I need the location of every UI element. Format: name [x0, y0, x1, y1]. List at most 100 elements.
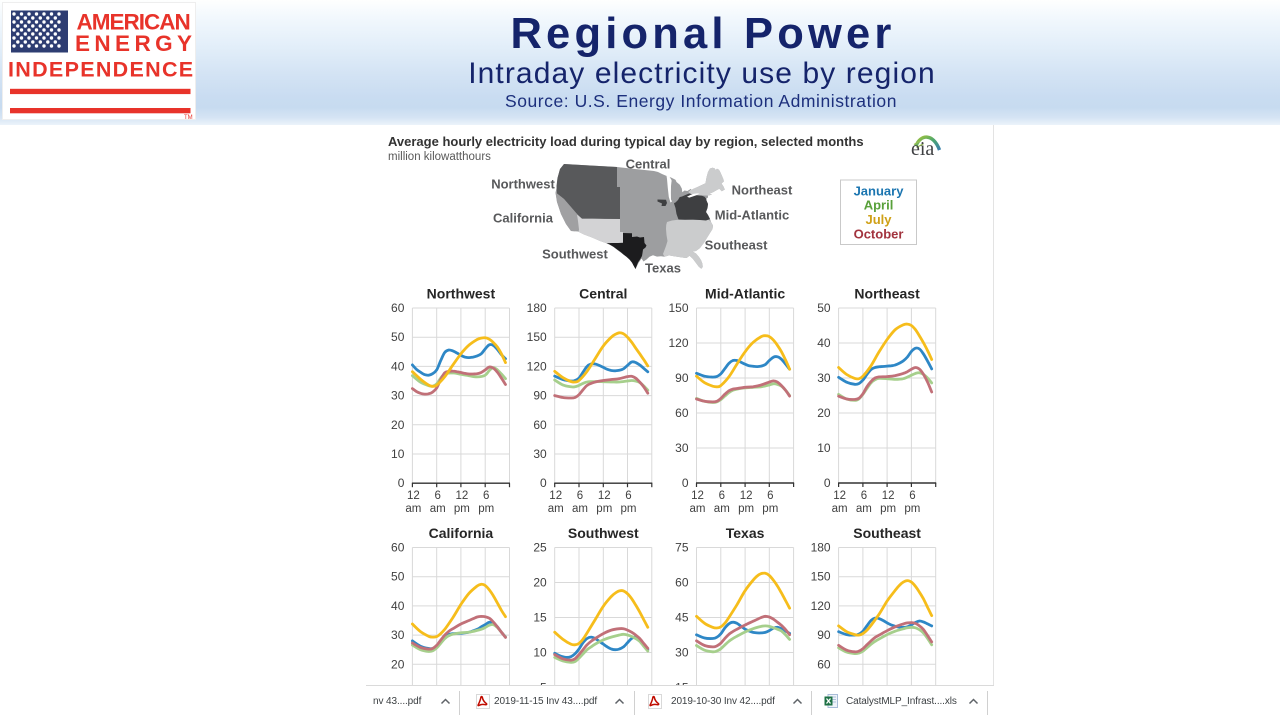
svg-text:10: 10	[391, 447, 405, 461]
svg-text:6: 6	[577, 490, 583, 502]
svg-text:60: 60	[391, 541, 405, 555]
svg-text:6: 6	[909, 490, 915, 502]
svg-text:am: am	[856, 503, 872, 515]
svg-text:180: 180	[527, 301, 547, 315]
svg-text:October: October	[854, 227, 904, 242]
svg-text:60: 60	[675, 576, 689, 590]
svg-text:12: 12	[407, 490, 420, 502]
svg-text:Average hourly electricity loa: Average hourly electricity load during t…	[388, 134, 864, 149]
svg-text:Northeast: Northeast	[732, 183, 793, 198]
svg-text:50: 50	[391, 570, 405, 584]
svg-text:pm: pm	[738, 503, 754, 515]
svg-text:25: 25	[533, 541, 547, 555]
svg-text:150: 150	[527, 330, 547, 344]
svg-text:20: 20	[817, 406, 831, 420]
svg-text:pm: pm	[880, 503, 896, 515]
svg-text:20: 20	[391, 657, 405, 671]
svg-text:20: 20	[391, 418, 405, 432]
svg-text:30: 30	[675, 441, 689, 455]
svg-text:60: 60	[533, 418, 547, 432]
svg-text:0: 0	[398, 476, 405, 490]
svg-text:30: 30	[817, 371, 831, 385]
svg-text:Northwest: Northwest	[427, 286, 496, 302]
svg-text:60: 60	[817, 657, 831, 671]
svg-text:6: 6	[719, 490, 725, 502]
svg-text:40: 40	[817, 336, 831, 350]
svg-text:40: 40	[391, 359, 405, 373]
svg-text:60: 60	[391, 301, 405, 315]
svg-text:am: am	[548, 503, 564, 515]
svg-text:January: January	[854, 184, 905, 199]
svg-text:Northwest: Northwest	[491, 177, 555, 192]
svg-text:6: 6	[483, 490, 489, 502]
svg-text:Southeast: Southeast	[853, 525, 921, 541]
svg-text:Southeast: Southeast	[705, 238, 769, 253]
svg-text:10: 10	[533, 646, 547, 660]
svg-text:120: 120	[811, 599, 831, 613]
svg-text:California: California	[429, 525, 494, 541]
svg-text:12: 12	[740, 490, 753, 502]
svg-text:150: 150	[811, 570, 831, 584]
svg-text:Texas: Texas	[645, 261, 681, 276]
svg-text:pm: pm	[762, 503, 778, 515]
svg-text:July: July	[865, 212, 892, 227]
svg-text:am: am	[405, 503, 421, 515]
svg-text:30: 30	[391, 389, 405, 403]
svg-text:Texas: Texas	[726, 525, 765, 541]
svg-text:6: 6	[861, 490, 867, 502]
svg-text:Southwest: Southwest	[542, 247, 608, 262]
svg-text:Southwest: Southwest	[568, 525, 639, 541]
svg-text:million kilowatthours: million kilowatthours	[388, 151, 491, 163]
svg-text:75: 75	[675, 541, 689, 555]
svg-text:6: 6	[767, 490, 773, 502]
svg-text:30: 30	[533, 447, 547, 461]
svg-text:40: 40	[391, 599, 405, 613]
svg-text:30: 30	[675, 646, 689, 660]
svg-text:am: am	[690, 503, 706, 515]
svg-text:Mid-Atlantic: Mid-Atlantic	[705, 286, 785, 302]
svg-text:am: am	[832, 503, 848, 515]
svg-text:6: 6	[434, 490, 440, 502]
svg-text:12: 12	[882, 490, 895, 502]
svg-text:12: 12	[549, 490, 562, 502]
svg-text:eia: eia	[911, 138, 934, 160]
svg-text:60: 60	[675, 406, 689, 420]
svg-text:California: California	[493, 211, 554, 226]
svg-text:pm: pm	[596, 503, 612, 515]
svg-text:12: 12	[456, 490, 469, 502]
svg-text:pm: pm	[904, 503, 920, 515]
svg-text:120: 120	[527, 359, 547, 373]
svg-text:0: 0	[824, 476, 831, 490]
svg-text:Mid-Atlantic: Mid-Atlantic	[715, 208, 789, 223]
svg-text:90: 90	[533, 389, 547, 403]
svg-text:90: 90	[817, 628, 831, 642]
svg-text:pm: pm	[621, 503, 637, 515]
svg-text:30: 30	[391, 628, 405, 642]
svg-text:12: 12	[691, 490, 704, 502]
svg-text:Central: Central	[626, 157, 671, 172]
svg-text:12: 12	[598, 490, 611, 502]
svg-text:150: 150	[668, 301, 688, 315]
svg-text:am: am	[572, 503, 588, 515]
svg-text:Central: Central	[579, 286, 627, 302]
svg-text:pm: pm	[454, 503, 470, 515]
svg-text:120: 120	[668, 336, 688, 350]
svg-text:10: 10	[817, 441, 831, 455]
svg-text:45: 45	[675, 611, 689, 625]
svg-text:180: 180	[811, 541, 831, 555]
svg-text:50: 50	[391, 330, 405, 344]
svg-text:6: 6	[625, 490, 631, 502]
svg-text:0: 0	[682, 476, 689, 490]
svg-text:ENERGY: ENERGY	[75, 31, 196, 56]
svg-text:50: 50	[817, 301, 831, 315]
svg-text:April: April	[864, 198, 894, 213]
svg-text:20: 20	[533, 576, 547, 590]
svg-text:INDEPENDENCE: INDEPENDENCE	[8, 58, 194, 82]
svg-text:TM: TM	[184, 115, 193, 121]
svg-text:am: am	[430, 503, 446, 515]
svg-text:pm: pm	[478, 503, 494, 515]
svg-text:90: 90	[675, 371, 689, 385]
svg-text:Northeast: Northeast	[854, 286, 920, 302]
svg-text:15: 15	[533, 611, 547, 625]
svg-text:am: am	[714, 503, 730, 515]
